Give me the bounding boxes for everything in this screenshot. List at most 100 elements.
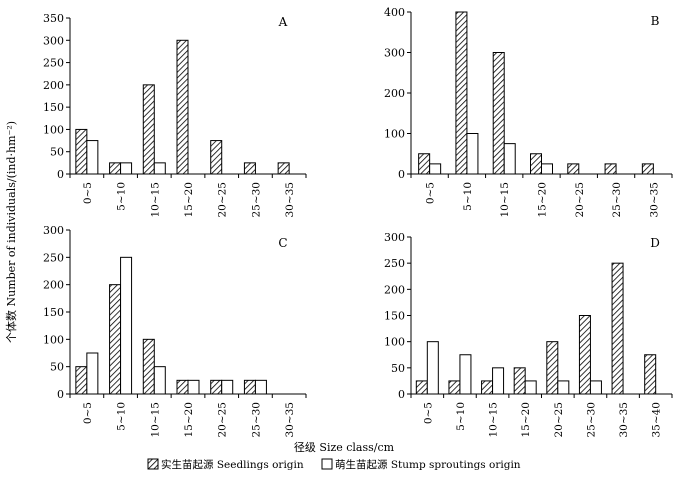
x-tick-label-b: 25~30 — [611, 182, 623, 218]
x-tick-label-c: 20~25 — [217, 402, 229, 438]
bar-d-sprouts — [589, 380, 602, 395]
bar-d-seedlings — [578, 315, 591, 395]
bar-b-sprouts — [429, 163, 442, 175]
bar-d-seedlings — [611, 262, 624, 395]
bar-d-seedlings — [415, 380, 428, 395]
bar-c-seedlings — [210, 379, 223, 395]
x-tick-label-d: 10~15 — [488, 402, 500, 438]
bar-b-seedlings — [418, 153, 431, 175]
bar-d-sprouts — [426, 341, 439, 395]
y-tick-label-a: 200 — [43, 79, 64, 92]
x-tick-label-d: 30~35 — [618, 402, 630, 438]
y-tick-label-d: 100 — [384, 336, 405, 349]
x-tick-label-a: 15~20 — [183, 182, 195, 218]
panel-label-b: B — [651, 14, 660, 28]
y-tick-label-a: 50 — [50, 146, 64, 159]
bar-c-sprouts — [120, 256, 133, 395]
x-tick-label-b: 15~20 — [537, 182, 549, 218]
x-tick-label-a: 5~10 — [116, 182, 128, 211]
bar-c-sprouts — [221, 379, 234, 395]
x-tick-label-b: 0~5 — [425, 182, 437, 204]
x-tick-label-c: 25~30 — [250, 402, 262, 438]
legend-swatch-sprouts — [321, 458, 333, 470]
y-tick-label-a: 250 — [43, 57, 64, 70]
y-tick-label-c: 0 — [57, 388, 64, 401]
y-tick-label-b: 300 — [384, 47, 405, 60]
bar-d-seedlings — [644, 354, 657, 395]
y-tick-label-b: 0 — [398, 168, 405, 181]
x-tick-label-a: 0~5 — [82, 182, 94, 204]
x-tick-label-b: 30~35 — [648, 182, 660, 218]
bar-a-seedlings — [176, 39, 189, 175]
bar-c-seedlings — [176, 379, 189, 395]
y-tick-label-b: 400 — [384, 6, 405, 19]
legend-swatch-seedlings — [147, 458, 159, 470]
x-tick-label-a: 25~30 — [250, 182, 262, 218]
bar-b-sprouts — [466, 133, 479, 175]
y-tick-label-c: 50 — [50, 361, 64, 374]
panel-d: 0 50 100 150 200 250 300 0~5 5~10 10~15 15~20 20~25… — [384, 231, 673, 438]
bar-b-sprouts — [503, 143, 516, 175]
bar-d-sprouts — [557, 380, 570, 395]
x-tick-label-d: 15~20 — [520, 402, 532, 438]
panel-label-c: C — [278, 236, 287, 250]
y-tick-label-a: 100 — [43, 123, 64, 136]
y-tick-label-d: 150 — [384, 310, 405, 323]
bar-b-sprouts — [541, 163, 553, 175]
bar-a-sprouts — [86, 140, 99, 175]
bar-a-seedlings — [109, 162, 122, 175]
bar-a-sprouts — [120, 162, 133, 175]
bar-d-sprouts — [524, 380, 537, 395]
x-tick-label-c: 5~10 — [116, 402, 128, 431]
bar-a-sprouts — [153, 162, 166, 175]
y-tick-label-b: 200 — [384, 87, 405, 100]
x-tick-label-b: 5~10 — [462, 182, 474, 211]
panel-a: 0 50 100 150 200 250 300 350 0~5 5~10 10~15 15~20 20… — [43, 12, 307, 218]
bar-d-sprouts — [492, 367, 505, 395]
x-tick-label-d: 0~5 — [422, 402, 434, 424]
bar-c-sprouts — [187, 379, 200, 395]
bar-c-seedlings — [109, 284, 122, 395]
x-tick-label-d: 35~40 — [651, 402, 663, 438]
bar-b-seedlings — [530, 153, 542, 175]
x-tick-label-d: 5~10 — [455, 402, 467, 431]
x-axis-label: 径级 Size class/cm — [294, 441, 395, 454]
bar-c-seedlings — [243, 379, 256, 395]
panel-label-a: A — [278, 15, 288, 29]
x-tick-label-c: 0~5 — [82, 402, 94, 424]
x-tick-label-c: 10~15 — [149, 402, 161, 438]
y-tick-label-c: 100 — [43, 333, 64, 346]
y-tick-label-d: 300 — [384, 231, 405, 244]
bar-a-seedlings — [243, 162, 256, 175]
chart-panels: 0 50 100 150 200 250 300 350 0~5 5~10 10~15 15~20 20… — [43, 6, 673, 438]
y-axis-label: 个体数 Number of individuals/(ind·hm⁻²) — [4, 121, 18, 343]
y-tick-label-c: 150 — [43, 306, 64, 319]
y-tick-label-d: 200 — [384, 283, 405, 296]
bar-b-seedlings — [492, 52, 505, 175]
x-tick-label-a: 30~35 — [284, 182, 296, 218]
bar-a-seedlings — [210, 140, 223, 175]
bar-b-seedlings — [567, 163, 580, 175]
x-tick-label-d: 25~30 — [585, 402, 597, 438]
bar-c-seedlings — [75, 366, 88, 395]
x-tick-label-c: 15~20 — [183, 402, 195, 438]
y-tick-label-c: 200 — [43, 279, 64, 292]
bar-d-seedlings — [513, 367, 526, 395]
x-tick-label-a: 20~25 — [217, 182, 229, 218]
bar-a-seedlings — [277, 162, 290, 175]
bar-c-sprouts — [86, 352, 99, 395]
bar-b-seedlings — [641, 163, 654, 175]
bar-d-seedlings — [481, 380, 494, 395]
y-tick-label-a: 150 — [43, 101, 64, 114]
x-tick-label-b: 10~15 — [499, 182, 511, 218]
legend: 实生苗起源 Seedlings origin 萌生苗起源 Stump sprou… — [147, 458, 521, 471]
y-tick-label-c: 300 — [43, 224, 64, 237]
bar-a-seedlings — [142, 84, 155, 175]
x-tick-label-b: 20~25 — [574, 182, 586, 218]
x-tick-label-a: 10~15 — [149, 182, 161, 218]
bar-d-seedlings — [546, 341, 559, 395]
panel-c: 0 50 100 150 200 250 300 0~5 5~10 10~15 15~20 20~25… — [43, 224, 307, 438]
y-tick-label-a: 350 — [43, 12, 64, 25]
bar-d-seedlings — [448, 380, 461, 395]
